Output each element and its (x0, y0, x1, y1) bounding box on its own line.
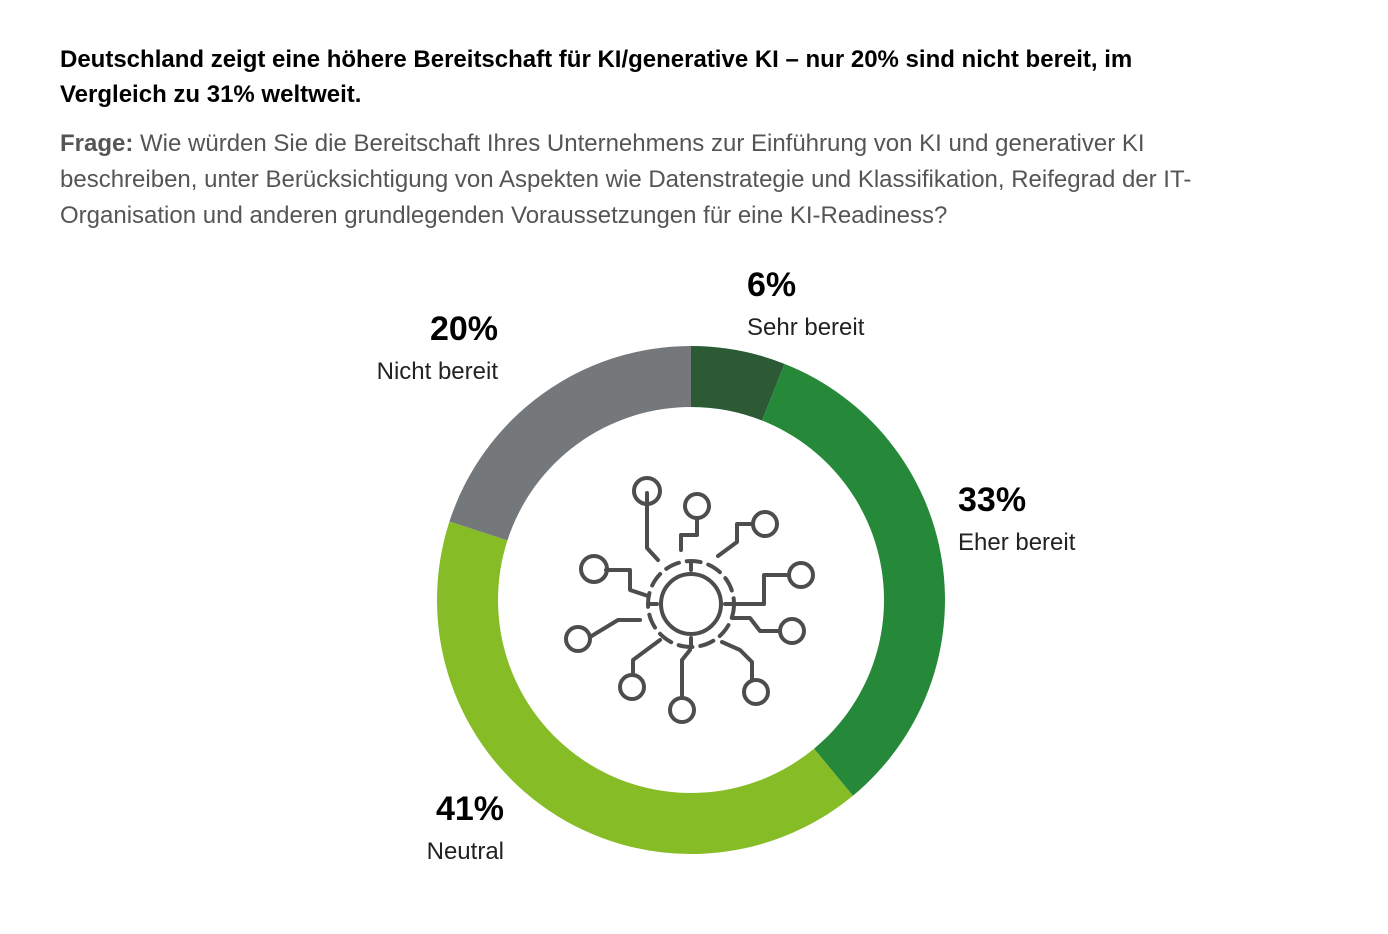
slice-category-label: Sehr bereit (747, 314, 865, 341)
slice-sehr-bereit (691, 346, 785, 421)
slice-category-label: Eher bereit (958, 529, 1076, 556)
slice-value-label: 33% (958, 481, 1026, 519)
chart-question: Frage: Wie würden Sie die Bereitschaft I… (60, 126, 1240, 234)
slice-value-label: 41% (436, 790, 504, 828)
slice-nicht-bereit (449, 346, 691, 541)
question-label: Frage: (60, 130, 134, 157)
slice-value-label: 6% (747, 266, 796, 304)
ai-circuit-gear-icon (564, 476, 815, 724)
slice-eher-bereit (762, 363, 945, 796)
chart-title: Deutschland zeigt eine höhere Bereitscha… (60, 46, 1133, 108)
question-text: Wie würden Sie die Bereitschaft Ihres Un… (60, 130, 1192, 229)
slice-value-label: 20% (430, 310, 498, 348)
slice-category-label: Nicht bereit (377, 358, 499, 385)
donut-labels: 6% Sehr bereit 33% Eher bereit 41% Neutral 20%… (377, 266, 1076, 865)
slice-neutral (436, 521, 853, 855)
donut-slices (436, 346, 945, 855)
slice-category-label: Neutral (427, 838, 504, 865)
